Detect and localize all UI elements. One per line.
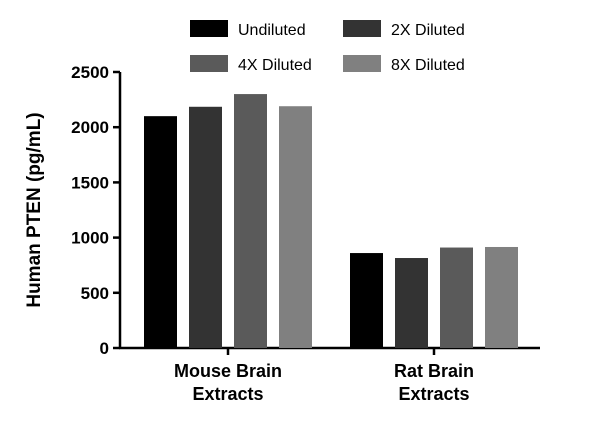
legend-swatch [343,55,381,72]
bar [485,246,518,348]
legend-swatch [190,20,228,37]
x-category-label: Mouse Brain [174,361,282,381]
legend: Undiluted 2X Diluted 4X Diluted 8X Diluted [190,20,465,74]
bar [395,258,428,348]
legend-item: Undiluted [190,20,306,39]
x-axis: Mouse Brain Extracts Rat Brain Extracts [119,346,540,404]
bar [440,247,473,348]
y-tick-label: 500 [81,284,109,303]
bar [350,253,383,348]
legend-item: 4X Diluted [190,55,312,74]
legend-item: 8X Diluted [343,55,465,74]
bar [234,94,267,348]
bar [144,116,177,348]
x-category-label: Extracts [192,384,263,404]
x-category-label: Extracts [398,384,469,404]
legend-label: 2X Diluted [391,22,465,39]
x-category-label: Rat Brain [394,361,474,381]
legend-label: Undiluted [238,22,306,39]
bar [189,106,222,348]
y-tick-label: 2000 [71,118,109,137]
legend-label: 4X Diluted [238,57,312,74]
y-axis-label: Human PTEN (pg/mL) [24,112,45,307]
y-tick-label: 0 [100,339,109,358]
legend-swatch [343,20,381,37]
legend-item: 2X Diluted [343,20,465,39]
legend-swatch [190,55,228,72]
y-tick-label: 2500 [71,63,109,82]
legend-label: 8X Diluted [391,57,465,74]
y-axis: 0 500 1000 1500 2000 2500 [71,63,122,358]
bar [279,106,312,348]
y-tick-label: 1500 [71,173,109,192]
bars [144,94,518,348]
y-tick-label: 1000 [71,229,109,248]
